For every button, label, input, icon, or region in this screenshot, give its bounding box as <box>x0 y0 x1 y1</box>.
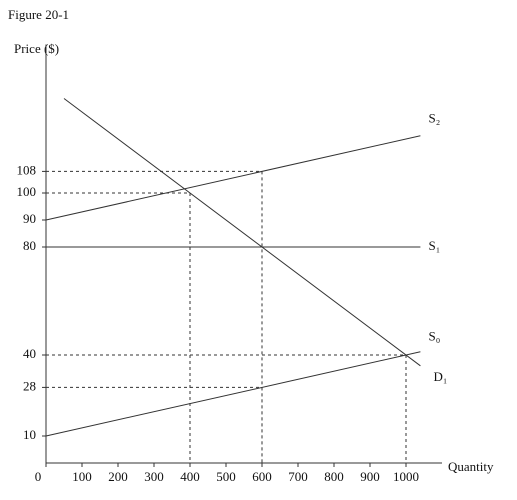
y-tick-label: 108 <box>17 162 37 177</box>
x-tick-label: 400 <box>180 469 200 484</box>
y-axis-label: Price ($) <box>14 41 59 56</box>
series-line <box>45 351 421 437</box>
x-tick-label: 200 <box>108 469 128 484</box>
x-tick-label: 900 <box>360 469 380 484</box>
x-tick-label: 0 <box>35 469 42 484</box>
x-axis-label: Quantity <box>448 459 494 474</box>
x-tick-label: 700 <box>288 469 308 484</box>
x-tick-label: 100 <box>72 469 92 484</box>
y-tick-label: 10 <box>23 427 36 442</box>
y-tick-label: 28 <box>23 378 36 393</box>
y-tick-label: 80 <box>23 238 36 253</box>
x-tick-label: 1000 <box>393 469 419 484</box>
x-tick-label: 800 <box>324 469 344 484</box>
series-line <box>63 98 421 367</box>
x-tick-label: 500 <box>216 469 236 484</box>
series-label: D₁ <box>433 369 447 384</box>
y-tick-label: 100 <box>17 184 37 199</box>
x-tick-label: 300 <box>144 469 164 484</box>
y-tick-label: 90 <box>23 211 36 226</box>
y-tick-label: 40 <box>23 346 36 361</box>
series-label: S₂ <box>429 111 441 126</box>
chart-title: Figure 20-1 <box>8 7 69 22</box>
x-tick-label: 600 <box>252 469 272 484</box>
series-label: S₀ <box>429 329 441 344</box>
series-label: S₁ <box>429 238 441 253</box>
series-line <box>45 135 421 221</box>
